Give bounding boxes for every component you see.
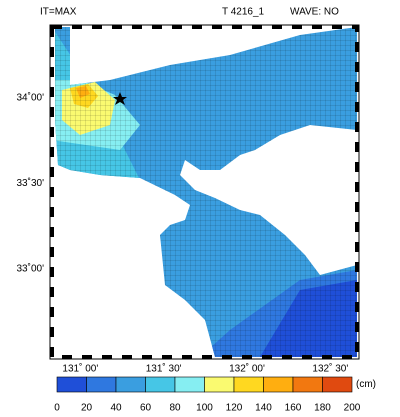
lat-label: 33˚00' [17, 263, 45, 275]
map-frame-dash [50, 25, 359, 359]
colorbar-tick-label: 200 [344, 403, 361, 414]
colorbar-segment [86, 376, 117, 393]
colorbar-tick-label: 120 [226, 403, 243, 414]
sea [55, 27, 357, 357]
colorbar-tick-label: 20 [81, 403, 93, 414]
colorbar-tick-label: 0 [54, 403, 60, 414]
lon-label: 131˚ 30' [146, 363, 182, 375]
colorbar-segment [204, 376, 235, 393]
colorbar-tick-label: 40 [110, 403, 122, 414]
lat-label: 34˚00' [17, 92, 45, 104]
lat-label: 33˚30' [17, 177, 45, 189]
colorbar-segment [56, 376, 87, 393]
colorbar-unit: (cm) [356, 379, 376, 390]
colorbar-tick-label: 100 [196, 403, 213, 414]
lon-label: 131˚ 00' [62, 363, 98, 375]
header-left: IT=MAX [40, 7, 77, 18]
header-case: T 4216_1 [222, 7, 265, 18]
lon-label: 132˚ 00' [229, 363, 265, 375]
colorbar-segment [115, 376, 146, 393]
colorbar-tick-label: 80 [169, 403, 181, 414]
source-star [113, 92, 127, 105]
colorbar-tick-label: 60 [140, 403, 152, 414]
colorbar-tick-label: 180 [314, 403, 331, 414]
colorbar-segment [292, 376, 323, 393]
lon-label: 132˚ 30' [312, 363, 348, 375]
colorbar-segment [322, 376, 353, 393]
colorbar-tick-label: 140 [255, 403, 272, 414]
colorbar-segment [174, 376, 205, 393]
colorbar-tick-label: 160 [285, 403, 302, 414]
colorbar-segment [263, 376, 294, 393]
colorbar-segment [145, 376, 176, 393]
map-frame [49, 24, 360, 360]
header-wave: WAVE: NO [290, 7, 339, 18]
colorbar-segment [233, 376, 264, 393]
